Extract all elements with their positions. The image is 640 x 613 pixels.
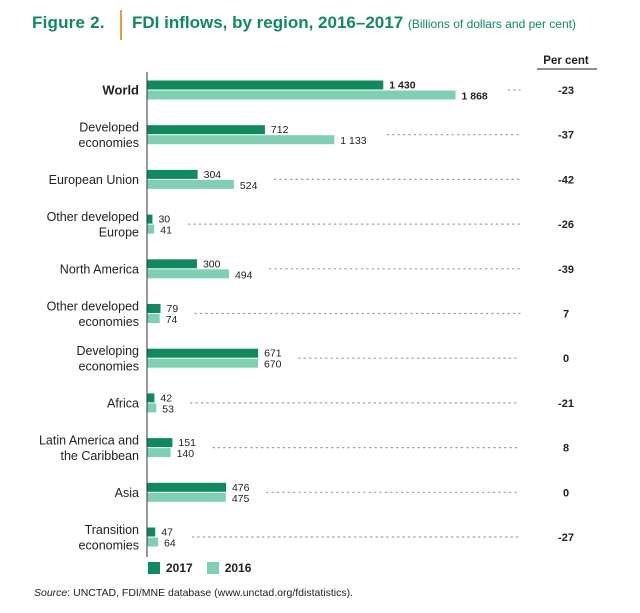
value-label-2017-developing-economies: 671 [264,348,282,360]
percent-change-developed-economies: -37 [558,130,574,142]
value-label-2016-asia: 475 [232,493,250,505]
bar-2016-transition-economies [147,537,159,547]
category-label-africa: Africa [107,396,139,410]
bar-2017-transition-economies [147,527,156,537]
category-label-asia: Asia [115,486,139,500]
bar-2016-asia [147,492,226,502]
bar-2016-other-developed-europe [147,224,155,234]
value-label-2017-transition-economies: 47 [161,527,173,539]
figure-title: FDI inflows, by region, 2016–2017 (Billi… [132,13,576,33]
percent-change-developing-economies: 0 [563,353,569,365]
value-label-2017-north-america: 300 [203,258,221,270]
category-label-other-developed-economies-line1: Other developed [47,299,139,313]
legend-item-2017: 2017 [148,561,193,575]
percent-change-north-america: -39 [558,264,574,276]
figure-label: Figure 2. [32,13,105,32]
legend-swatch-2017 [148,562,160,574]
value-label-2016-north-america: 494 [235,269,253,281]
value-label-2017-european-union: 304 [204,169,222,181]
bar-chart: Per cent World 1 430 1 868 -23 Developed econo… [39,55,597,557]
figure-title-text: FDI inflows, by region, 2016–2017 [132,13,404,32]
value-label-2017-other-developed-economies: 79 [167,303,179,315]
value-label-2016-developed-economies: 1 133 [340,135,366,147]
figure-subtitle: (Billions of dollars and per cent) [407,17,576,31]
value-label-2017-developed-economies: 712 [271,124,289,136]
percent-change-africa: -21 [558,398,574,410]
category-label-transition-economies-line1: Transition [85,523,139,537]
bar-2017-developed-economies [147,125,265,135]
bar-2016-latin-america-and-the-caribbean [147,448,171,458]
value-label-2017-africa: 42 [160,392,172,404]
legend-swatch-2016 [206,562,219,574]
value-label-2016-africa: 53 [162,403,174,415]
category-label-developing-economies-line1: Developing [76,344,139,358]
bar-2017-asia [147,482,226,492]
value-label-2016-developing-economies: 670 [264,359,282,371]
category-label-other-developed-economies-line2: economies [79,315,139,329]
percent-change-asia: 0 [563,487,569,499]
chart-legend: 2017 2016 [148,561,251,575]
category-label-world: World [102,83,139,98]
bar-2016-developing-economies [147,358,258,368]
bar-2017-africa [147,393,155,403]
bar-2017-latin-america-and-the-caribbean [147,438,173,448]
bar-2016-developed-economies [147,135,335,145]
source-prefix: Source [34,587,68,599]
value-label-2016-latin-america-and-the-caribbean: 140 [177,448,195,460]
bar-2016-north-america [147,269,229,279]
bar-2016-other-developed-economies [147,314,160,323]
category-label-north-america: North America [60,262,139,276]
category-label-latin-america-and-the-caribbean-line2: the Caribbean [60,449,139,463]
legend-label-2017: 2017 [166,561,193,575]
bar-2017-world [147,80,384,90]
bar-2016-european-union [147,179,234,189]
percent-change-other-developed-economies: 7 [563,309,569,321]
source-note: Source: UNCTAD, FDI/MNE database (www.un… [34,587,353,599]
percent-change-world: -23 [558,85,574,97]
value-label-2016-world: 1 868 [462,91,488,103]
category-label-transition-economies-line2: economies [79,538,139,552]
category-label-latin-america-and-the-caribbean-line1: Latin America and [39,433,139,447]
figure-header: Figure 2. FDI inflows, by region, 2016–2… [32,10,632,40]
category-label-developing-economies-line2: economies [79,359,139,373]
value-label-2016-other-developed-europe: 41 [160,225,172,237]
category-label-european-union: European Union [49,173,139,187]
bar-2017-other-developed-economies [147,304,161,313]
value-label-2016-european-union: 524 [240,180,258,192]
bar-2017-north-america [147,259,197,269]
bar-2016-africa [147,403,157,413]
value-label-2016-transition-economies: 64 [164,538,176,550]
bar-2017-developing-economies [147,348,259,358]
value-label-2016-other-developed-economies: 74 [166,314,178,326]
value-label-2017-asia: 476 [232,482,250,494]
percent-header: Per cent [543,55,589,67]
category-label-other-developed-europe-line2: Europe [99,225,139,239]
legend-label-2016: 2016 [224,561,252,575]
bar-2017-other-developed-europe [147,214,153,224]
value-label-2017-latin-america-and-the-caribbean: 151 [178,437,196,449]
percent-change-transition-economies: -27 [558,532,574,544]
legend-item-2016: 2016 [206,561,252,575]
percent-change-other-developed-europe: -26 [558,219,574,231]
title-divider [120,10,122,40]
category-label-developed-economies-line2: economies [79,136,139,150]
value-label-2017-world: 1 430 [389,80,415,92]
category-label-other-developed-europe-line1: Other developed [47,210,139,224]
value-label-2017-other-developed-europe: 30 [158,214,170,226]
percent-change-latin-america-and-the-caribbean: 8 [563,443,569,455]
source-text: : UNCTAD, FDI/MNE database (www.unctad.o… [67,587,354,599]
category-label-developed-economies-line1: Developed [79,120,139,134]
percent-change-european-union: -42 [558,174,574,186]
bar-2017-european-union [147,169,198,179]
bar-2016-world [147,90,456,100]
